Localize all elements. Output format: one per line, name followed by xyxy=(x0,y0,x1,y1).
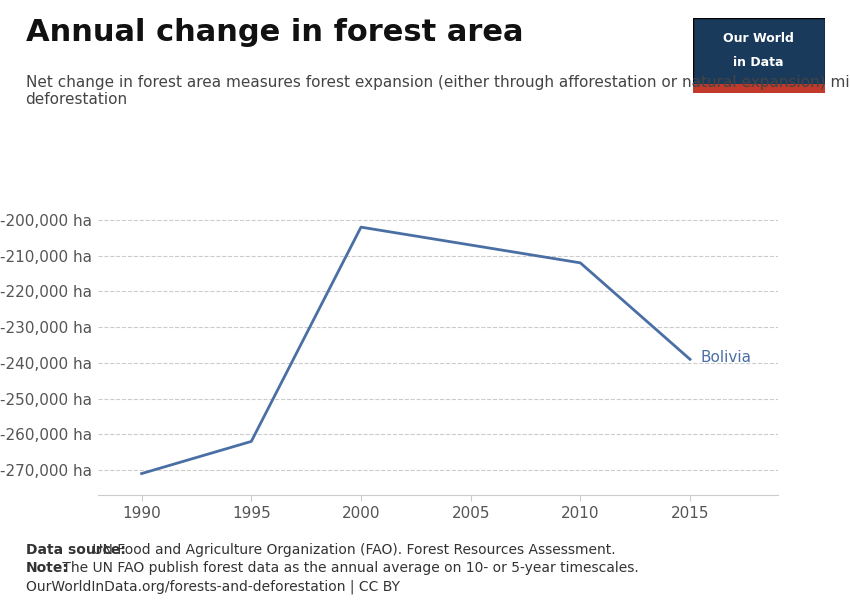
Text: The UN FAO publish forest data as the annual average on 10- or 5-year timescales: The UN FAO publish forest data as the an… xyxy=(58,561,638,575)
Text: in Data: in Data xyxy=(734,56,784,70)
Bar xyxy=(693,84,824,93)
Text: Bolivia: Bolivia xyxy=(701,350,752,365)
Text: OurWorldInData.org/forests-and-deforestation | CC BY: OurWorldInData.org/forests-and-deforesta… xyxy=(26,579,399,593)
Text: Net change in forest area measures forest expansion (either through afforestatio: Net change in forest area measures fores… xyxy=(26,75,850,107)
Text: UN Food and Agriculture Organization (FAO). Forest Resources Assessment.: UN Food and Agriculture Organization (FA… xyxy=(88,543,615,557)
Text: Annual change in forest area: Annual change in forest area xyxy=(26,18,523,47)
Text: Note:: Note: xyxy=(26,561,68,575)
FancyBboxPatch shape xyxy=(693,18,824,93)
Text: Our World: Our World xyxy=(723,32,794,46)
Text: Data source:: Data source: xyxy=(26,543,126,557)
